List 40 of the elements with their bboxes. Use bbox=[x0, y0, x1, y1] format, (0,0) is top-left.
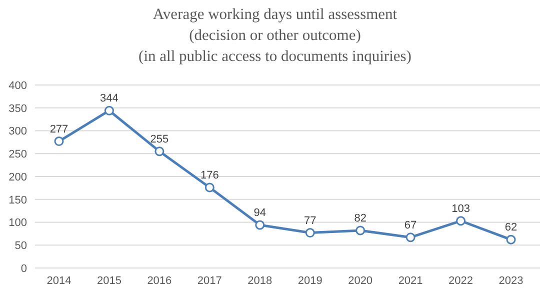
data-label: 255 bbox=[150, 133, 169, 146]
data-label: 103 bbox=[452, 202, 470, 215]
x-tick-label: 2014 bbox=[46, 274, 72, 287]
x-tick-label: 2015 bbox=[96, 274, 122, 287]
point bbox=[356, 226, 366, 236]
y-tick-label: 300 bbox=[8, 126, 27, 138]
x-tick-label: 2019 bbox=[298, 274, 322, 287]
y-tick-label: 400 bbox=[8, 80, 27, 92]
y-tick-label: 250 bbox=[8, 148, 27, 161]
x-tick-label: 2016 bbox=[147, 274, 172, 287]
y-tick-label: 0 bbox=[20, 262, 27, 275]
point bbox=[154, 146, 164, 156]
y-tick-label: 50 bbox=[14, 240, 27, 252]
data-label: 67 bbox=[404, 219, 417, 232]
y-tick-label: 200 bbox=[8, 171, 27, 184]
chart-title: Average working days until assessment (decision or other outcome) (in all public access to documents inquiries) bbox=[138, 5, 412, 67]
y-tick-label: 100 bbox=[8, 217, 27, 230]
point bbox=[104, 106, 114, 116]
point bbox=[255, 220, 265, 230]
data-label: 94 bbox=[254, 206, 266, 219]
data-label: 82 bbox=[354, 212, 366, 224]
x-tick-label: 2021 bbox=[398, 274, 423, 287]
data-label: 176 bbox=[200, 169, 219, 182]
data-label: 62 bbox=[504, 222, 518, 234]
point bbox=[54, 136, 64, 146]
x-tick-label: 2020 bbox=[348, 274, 373, 287]
point bbox=[406, 232, 416, 242]
x-tick-label: 2022 bbox=[448, 274, 474, 287]
y-tick-label: 150 bbox=[8, 194, 27, 206]
x-tick-label: 2023 bbox=[498, 274, 524, 287]
y-tick-label: 350 bbox=[8, 102, 27, 115]
point bbox=[456, 216, 466, 226]
data-label: 277 bbox=[50, 123, 68, 136]
x-tick-label: 2018 bbox=[248, 274, 272, 287]
x-tick-label: 2017 bbox=[197, 274, 222, 287]
data-label: 344 bbox=[100, 92, 118, 105]
point bbox=[305, 228, 315, 238]
data-label: 77 bbox=[304, 214, 316, 227]
point bbox=[204, 182, 214, 192]
point bbox=[506, 234, 516, 244]
